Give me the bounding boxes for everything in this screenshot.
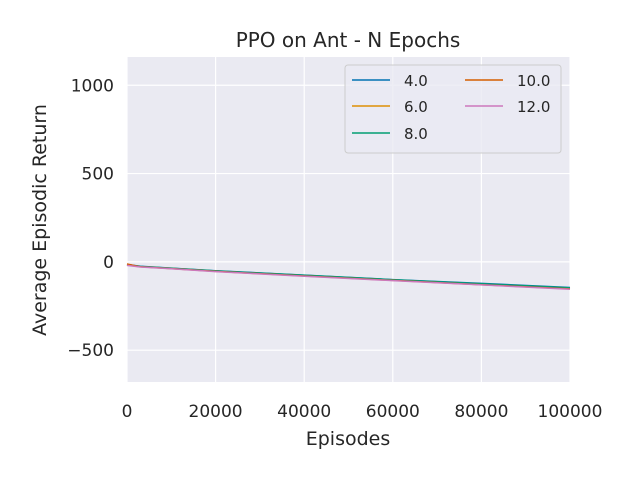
x-tick-label: 20000: [189, 402, 243, 422]
legend: 4.0 6.0 8.0 10.0 12.0: [344, 64, 562, 154]
x-tick-label: 60000: [366, 402, 420, 422]
chart-title: PPO on Ant - N Epochs: [236, 28, 461, 52]
x-tick-label: 0: [122, 402, 133, 422]
y-tick-label: 500: [82, 165, 114, 185]
legend-box: [344, 64, 562, 154]
x-tick-label: 100000: [538, 402, 603, 422]
legend-label: 12.0: [517, 98, 550, 116]
x-tick-label: 80000: [454, 402, 508, 422]
series-lines: [126, 263, 571, 291]
y-tick-label: 0: [103, 253, 114, 273]
y-tick-label: 1000: [71, 76, 114, 96]
x-tick-label: 40000: [277, 402, 331, 422]
x-tick-labels: 0 20000 40000 60000 80000 100000: [122, 402, 603, 422]
x-axis-label: Episodes: [306, 428, 391, 450]
y-tick-label: −500: [67, 341, 114, 361]
y-axis-label: Average Episodic Return: [29, 104, 51, 336]
y-tick-labels: −500 0 500 1000: [67, 76, 114, 361]
legend-label: 4.0: [404, 72, 428, 90]
legend-label: 10.0: [517, 72, 550, 90]
series-line-4: [126, 264, 571, 291]
legend-label: 8.0: [404, 125, 428, 143]
legend-label: 6.0: [404, 98, 428, 116]
